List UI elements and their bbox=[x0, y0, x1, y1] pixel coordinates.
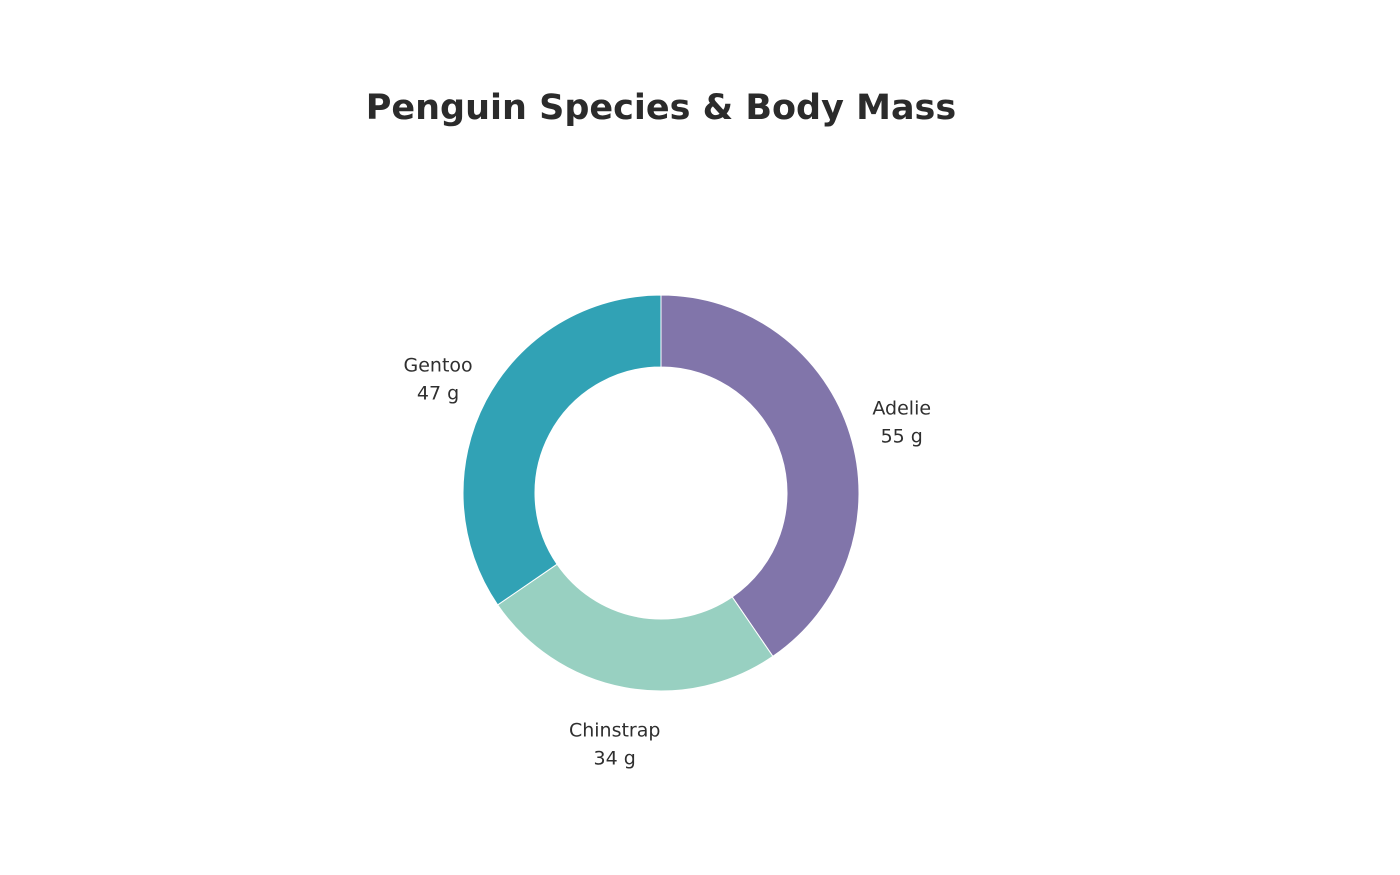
labels-layer: Adelie 55 g Chinstrap 34 g Gentoo 47 g bbox=[403, 354, 931, 769]
slice-adelie[interactable] bbox=[660, 294, 860, 658]
slice-label-adelie: Adelie 55 g bbox=[872, 397, 931, 447]
slice-value-label: 55 g bbox=[881, 425, 923, 447]
slice-value-label: 47 g bbox=[417, 382, 459, 404]
slice-value-label: 34 g bbox=[594, 748, 636, 770]
slice-chinstrap[interactable] bbox=[496, 563, 774, 692]
slice-name-label: Gentoo bbox=[403, 354, 472, 376]
slice-label-gentoo: Gentoo 47 g bbox=[403, 354, 472, 404]
slice-label-chinstrap: Chinstrap 34 g bbox=[569, 720, 661, 770]
slice-name-label: Adelie bbox=[872, 397, 931, 419]
slices-layer bbox=[462, 294, 860, 692]
chart-title: Penguin Species & Body Mass bbox=[365, 88, 957, 128]
slice-gentoo[interactable] bbox=[462, 294, 662, 606]
slice-name-label: Chinstrap bbox=[569, 720, 661, 742]
